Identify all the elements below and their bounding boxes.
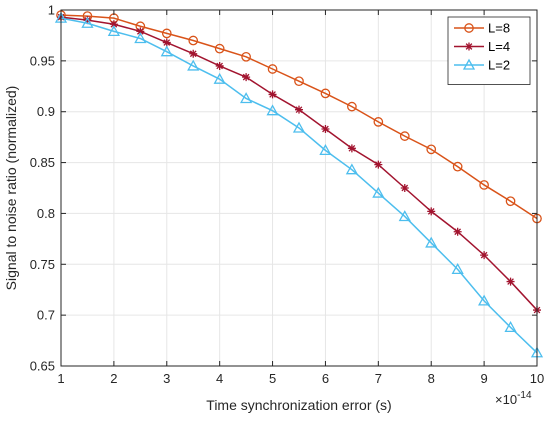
legend-label: L=4	[488, 39, 510, 54]
data-point	[134, 32, 147, 44]
legend-marker	[464, 23, 474, 33]
data-point	[189, 49, 198, 58]
data-point	[83, 16, 92, 25]
legend-label: L=2	[488, 58, 510, 73]
legend-marker	[465, 42, 473, 51]
x-tick-label: 2	[110, 371, 117, 386]
y-tick-label: 0.75	[30, 257, 55, 272]
x-tick-label: 8	[428, 371, 435, 386]
data-point	[136, 27, 145, 36]
x-tick-label: 1	[57, 371, 64, 386]
data-point	[372, 186, 385, 198]
data-point	[347, 101, 357, 112]
data-point	[479, 180, 489, 190]
data-point	[266, 104, 279, 116]
data-point	[400, 184, 409, 192]
data-point	[426, 144, 437, 155]
data-point	[268, 90, 277, 99]
data-point	[162, 38, 171, 47]
y-tick-label: 0.95	[30, 53, 55, 68]
x-tick-label: 7	[375, 371, 382, 386]
y-axis-label: Signal to noise ratio (normalized)	[3, 86, 19, 291]
y-tick-label: 0.65	[30, 359, 55, 374]
data-point	[267, 64, 278, 74]
x-axis-exponent-base: ×10	[495, 392, 517, 407]
data-point	[399, 131, 410, 141]
tick-group: 1 2 3 4 5 6 7 8 9 10 0.65 0.7 0.75 0.8 0.85 0.9 0.95 1	[30, 3, 545, 387]
data-point	[347, 144, 356, 153]
data-point	[109, 20, 118, 29]
x-tick-label: 4	[216, 371, 223, 386]
data-point	[398, 210, 411, 222]
data-point	[505, 196, 516, 207]
data-point	[81, 16, 94, 28]
data-point	[107, 25, 120, 37]
x-tick-label: 5	[269, 371, 276, 386]
y-tick-label: 0.7	[37, 308, 55, 323]
x-axis-label: Time synchronization error (s)	[206, 397, 391, 413]
data-point	[373, 117, 384, 127]
y-tick-label: 0.8	[37, 206, 55, 221]
data-point	[453, 227, 462, 236]
data-point	[345, 163, 358, 175]
data-point	[504, 321, 517, 332]
x-tick-label: 3	[163, 371, 170, 386]
data-point	[294, 76, 304, 87]
legend-marker	[462, 58, 476, 70]
data-point	[214, 43, 225, 54]
data-point	[425, 236, 438, 248]
data-point	[506, 277, 515, 286]
data-point	[160, 45, 173, 57]
x-tick-label: 9	[480, 371, 487, 386]
series-line	[60, 17, 538, 354]
data-point	[213, 72, 226, 84]
data-point	[292, 121, 306, 133]
data-point	[478, 294, 491, 306]
data-point	[161, 28, 172, 39]
x-tick-label: 6	[322, 371, 329, 386]
data-point	[188, 35, 199, 46]
data-point	[321, 125, 330, 134]
legend-label: L=8	[488, 21, 510, 36]
data-point	[242, 73, 251, 82]
data-point	[320, 88, 331, 99]
plot-frame	[60, 9, 538, 367]
y-tick-label: 0.85	[30, 155, 55, 170]
y-tick-label: 0.9	[37, 104, 55, 119]
data-point	[240, 92, 253, 104]
data-point	[374, 160, 383, 169]
data-point	[451, 263, 464, 275]
data-point	[427, 207, 436, 216]
data-point	[215, 61, 224, 70]
legend: L=8 L=4 L=2	[447, 16, 531, 85]
series-line	[60, 14, 538, 220]
data-point	[241, 51, 251, 62]
data-point	[295, 105, 303, 114]
data-point	[187, 59, 200, 71]
x-axis-exponent: ×10-14	[495, 390, 532, 407]
data-point	[452, 161, 463, 172]
data-point	[319, 144, 332, 156]
x-tick-label: 10	[530, 371, 544, 386]
series-l-2	[54, 11, 544, 358]
y-tick-label: 1	[48, 3, 55, 18]
data-point	[480, 251, 489, 260]
x-axis-exponent-power: -14	[517, 390, 532, 401]
